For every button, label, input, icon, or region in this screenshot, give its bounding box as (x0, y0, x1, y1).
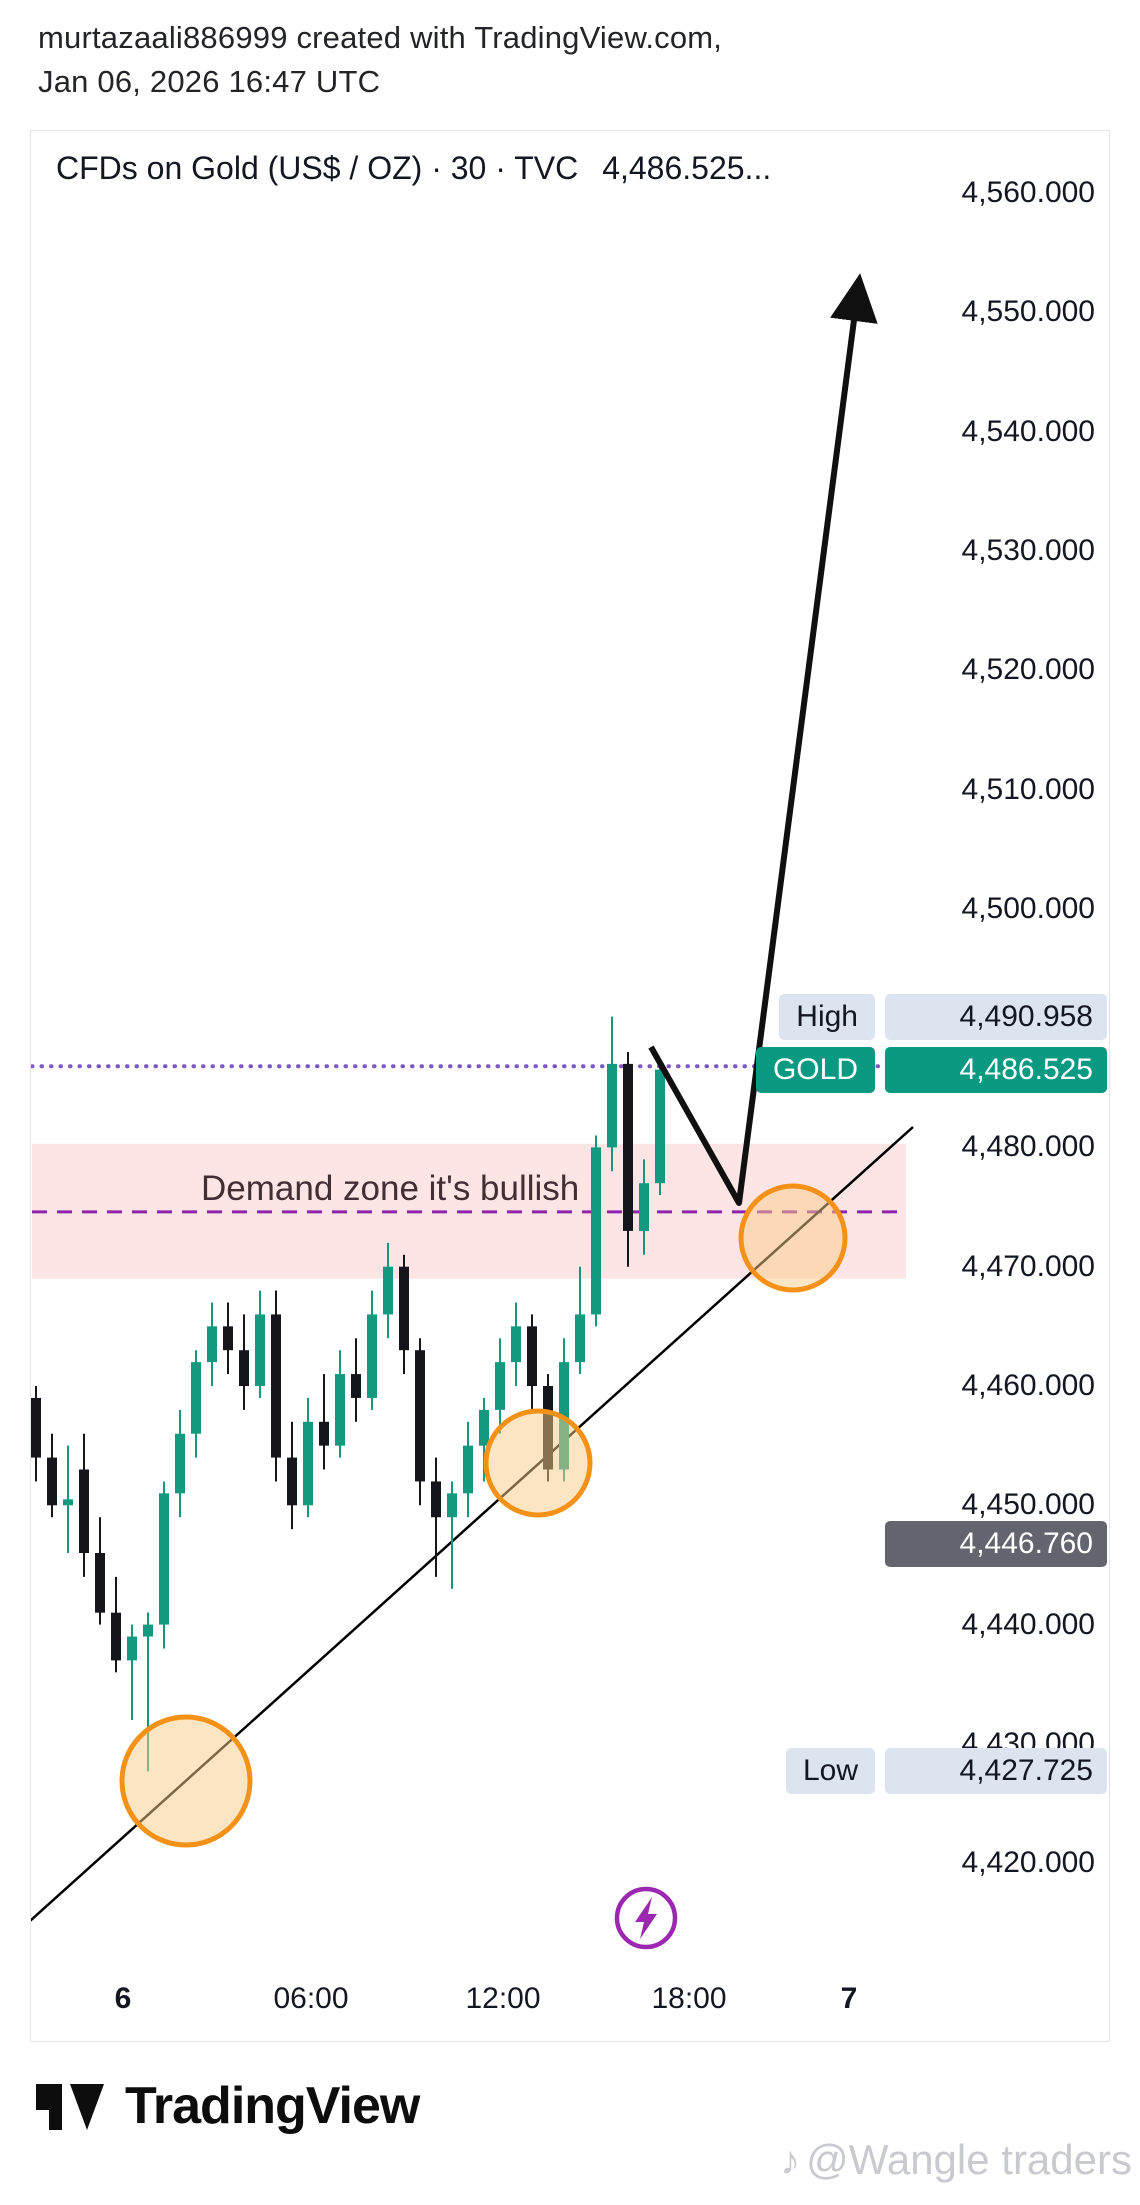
candle-body (479, 1409, 489, 1446)
candle-body (447, 1493, 457, 1518)
candle-body (607, 1063, 617, 1148)
time-tick: 6 (114, 1982, 132, 2015)
tradingview-logo[interactable]: TradingView (36, 2076, 420, 2136)
candle-body (175, 1433, 185, 1494)
price-tick: 4,470.000 (961, 1249, 1095, 1283)
chart-title: CFDs on Gold (US$ / OZ) · 30 · TVC 4,486.… (56, 150, 771, 187)
candle-body (191, 1362, 201, 1434)
badge-label-last: GOLD (755, 1046, 875, 1093)
badge-label-low: Low (785, 1748, 875, 1795)
price-tick: 4,440.000 (961, 1607, 1095, 1641)
candle-body (431, 1481, 441, 1518)
badge-value-countdown: 4,446.760 (885, 1520, 1107, 1567)
time-tick: 18:00 (651, 1982, 727, 2015)
credit-line-1: murtazaali886999 created with TradingVie… (38, 20, 723, 55)
trendline-touch-circle (738, 1183, 848, 1293)
price-tick: 4,450.000 (961, 1488, 1095, 1522)
candle-body (463, 1445, 473, 1494)
candle-body (143, 1624, 153, 1637)
price-badge-countdown: 4,446.760 (885, 1520, 1107, 1567)
price-tick: 4,540.000 (961, 414, 1095, 448)
credit-header: murtazaali886999 created with TradingVie… (38, 16, 722, 104)
credit-line-2: Jan 06, 2026 16:47 UTC (38, 64, 381, 99)
time-tick: 7 (840, 1982, 858, 2015)
candle-body (223, 1326, 233, 1351)
candle-body (271, 1314, 281, 1458)
badge-value-low: 4,427.725 (885, 1748, 1107, 1795)
chart-canvas[interactable] (31, 131, 1109, 2041)
projection-arrow (648, 273, 878, 1206)
price-tick: 4,520.000 (961, 653, 1095, 687)
price-tick: 4,460.000 (961, 1369, 1095, 1402)
candle-body (383, 1266, 393, 1315)
candle-body (415, 1350, 425, 1482)
price-tick: 4,480.000 (961, 1130, 1095, 1164)
price-tick: 4,500.000 (961, 891, 1095, 925)
candle-body (127, 1636, 137, 1661)
candle-body (367, 1314, 377, 1398)
candle-body (63, 1499, 73, 1506)
title-last-price: 4,486.525... (602, 150, 772, 186)
trendline-touch-circle (483, 1408, 593, 1518)
candle-body (335, 1374, 345, 1446)
candle-body (351, 1374, 361, 1398)
candle-body (159, 1493, 169, 1625)
tiktok-note-icon: ♪ (780, 2139, 801, 2183)
demand-zone-label: Demand zone it's bullish (201, 1169, 579, 1209)
price-badge-high: High 4,490.958 (779, 993, 1107, 1040)
candle-body (47, 1457, 57, 1506)
tradingview-logo-text: TradingView (125, 2077, 420, 2135)
candle-body (623, 1063, 633, 1231)
lightning-bolt-icon (635, 1897, 657, 1939)
candle-body (527, 1326, 537, 1386)
time-tick: 06:00 (273, 1982, 349, 2015)
candle-body (239, 1350, 249, 1386)
trendline-touch-circle (119, 1714, 253, 1848)
tiktok-watermark: ♪ @Wangle traders (780, 2136, 1132, 2184)
candle-body (495, 1362, 505, 1410)
candle-body (207, 1326, 217, 1363)
badge-value-high: 4,490.958 (885, 993, 1107, 1040)
candle-body (111, 1612, 121, 1661)
price-badge-last: GOLD 4,486.525 (755, 1046, 1107, 1093)
candle-body (79, 1469, 89, 1554)
price-badge-low: Low 4,427.725 (785, 1748, 1107, 1795)
time-tick: 12:00 (465, 1982, 541, 2015)
badge-value-last: 4,486.525 (885, 1046, 1107, 1093)
price-tick: 4,420.000 (961, 1846, 1095, 1880)
candle-body (31, 1397, 41, 1458)
price-badges: High 4,490.958 GOLD 4,486.525 4,446.760 Low 4,… (31, 131, 1109, 2041)
price-tick: 4,530.000 (961, 533, 1095, 567)
watermark-handle: @Wangle traders (806, 2136, 1132, 2183)
candle-body (287, 1457, 297, 1506)
candle-body (575, 1314, 585, 1363)
candle-body (639, 1183, 649, 1231)
chart-widget[interactable]: Demand zone it's bullish CFDs on Gold (U… (30, 130, 1110, 2042)
candle-body (655, 1069, 665, 1184)
badge-label-high: High (779, 993, 875, 1040)
price-tick: 4,560.000 (961, 176, 1095, 209)
candle-body (511, 1326, 521, 1363)
candle-body (591, 1147, 601, 1315)
candle-body (303, 1421, 313, 1506)
tradingview-mark-icon (36, 2084, 104, 2130)
candle-body (95, 1553, 105, 1613)
candle-body (255, 1314, 265, 1386)
time-axis[interactable]: 6 06:00 12:00 18:00 7 (31, 131, 1109, 2041)
price-tick: 4,510.000 (961, 772, 1095, 806)
symbol-title: CFDs on Gold (US$ / OZ) · 30 · TVC (56, 150, 579, 186)
price-tick: 4,550.000 (961, 295, 1095, 329)
candle-body (319, 1421, 329, 1446)
candle-body (399, 1266, 409, 1351)
